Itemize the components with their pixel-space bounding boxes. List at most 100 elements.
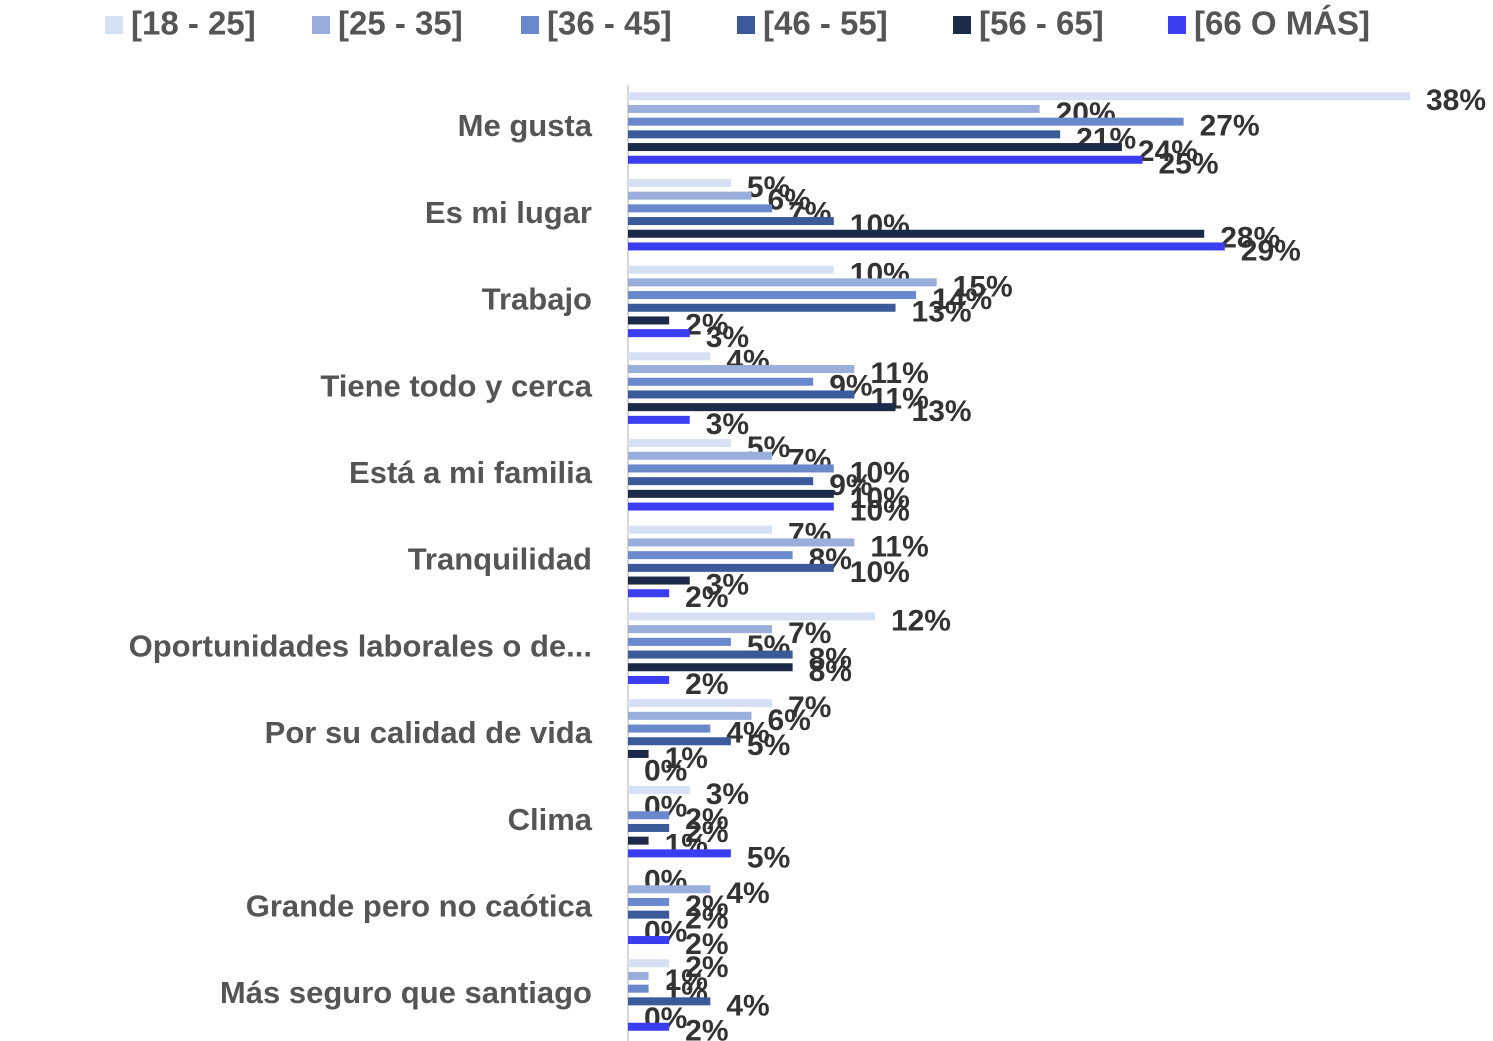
bar [628,576,690,585]
category-label: Clima [508,802,593,837]
bar [628,563,834,572]
category-label: Grande pero no caótica [246,888,593,923]
legend-label: [56 - 65] [979,5,1104,42]
value-label: 4% [726,989,769,1022]
bar [628,464,834,473]
value-label: 6% [767,184,810,217]
value-label: 8% [809,655,852,688]
value-label: 7% [788,691,831,724]
bar [628,650,793,659]
bar [628,278,937,287]
value-label: 5% [747,171,790,204]
value-label: 1% [665,742,708,775]
value-label: 4% [726,877,769,910]
bar [628,711,752,720]
bar [628,415,690,424]
bar [628,217,834,226]
bar [628,836,649,845]
category-label: Tranquilidad [408,542,592,577]
bar [628,724,711,733]
bar [628,477,814,486]
bar [628,117,1184,126]
value-label: 11% [870,530,928,563]
bar [628,1022,670,1031]
bar [628,291,917,300]
legend-swatch [312,16,330,34]
bar [628,451,773,460]
value-label: 9% [829,469,872,502]
bar [628,984,649,993]
bar [628,625,773,634]
bar [628,675,670,684]
value-label: 5% [747,841,790,874]
bar [628,551,793,560]
bar [628,204,773,213]
bar [628,637,731,646]
value-label: 3% [706,321,749,354]
bar [628,265,834,274]
bar [628,737,731,746]
bar [628,971,649,980]
legend-swatch [105,16,123,34]
bar [628,352,711,361]
bar [628,403,896,412]
value-label: 2% [685,1015,728,1041]
legend-label: [36 - 45] [547,5,672,42]
value-label: 13% [912,296,972,329]
bar [628,823,670,832]
bar [628,589,670,598]
value-label: 2% [685,308,728,341]
legend-label: [66 O MÁS] [1194,5,1370,42]
value-label: 13% [912,395,972,428]
value-label: 24% [1138,135,1198,168]
value-label: 4% [726,716,769,749]
value-label: 2% [685,890,728,923]
bar [628,538,855,547]
value-label: 7% [788,617,831,650]
bar [628,316,670,325]
legend-swatch [737,16,755,34]
category-label: Por su calidad de vida [265,715,593,750]
bar [628,329,690,338]
bar [628,612,875,621]
bar [628,178,731,187]
bar [628,897,670,906]
category-label: Está a mi familia [349,455,593,490]
legend-swatch [953,16,971,34]
bar [628,377,814,386]
bar [628,910,670,919]
bar [628,390,855,399]
value-label: 38% [1426,84,1486,117]
bar [628,997,711,1006]
value-label: 11% [870,357,928,390]
bar [628,191,752,200]
bar [628,229,1205,238]
value-label: 2% [685,581,728,614]
value-label: 2% [685,668,728,701]
legend-label: [25 - 35] [338,5,463,42]
legend-label: [18 - 25] [131,5,256,42]
bar [628,502,834,511]
value-label: 14% [932,283,992,316]
bar [628,785,690,794]
bar [628,92,1410,101]
value-label: 2% [685,928,728,961]
bar [628,525,773,534]
value-label: 2% [685,816,728,849]
value-label: 15% [953,270,1013,303]
category-label: Tiene todo y cerca [320,368,592,403]
value-label: 27% [1200,110,1260,143]
bar [628,365,855,374]
bar [628,959,670,968]
value-label: 3% [706,568,749,601]
bar [628,936,670,945]
value-label: 2% [685,803,728,836]
bar [628,489,834,498]
category-label: Más seguro que santiago [220,975,592,1010]
value-label: 8% [809,642,852,675]
value-label: 3% [706,408,749,441]
bar [628,155,1143,164]
value-label: 0% [644,755,687,788]
category-label: Trabajo [482,282,592,317]
value-label: 6% [767,704,810,737]
